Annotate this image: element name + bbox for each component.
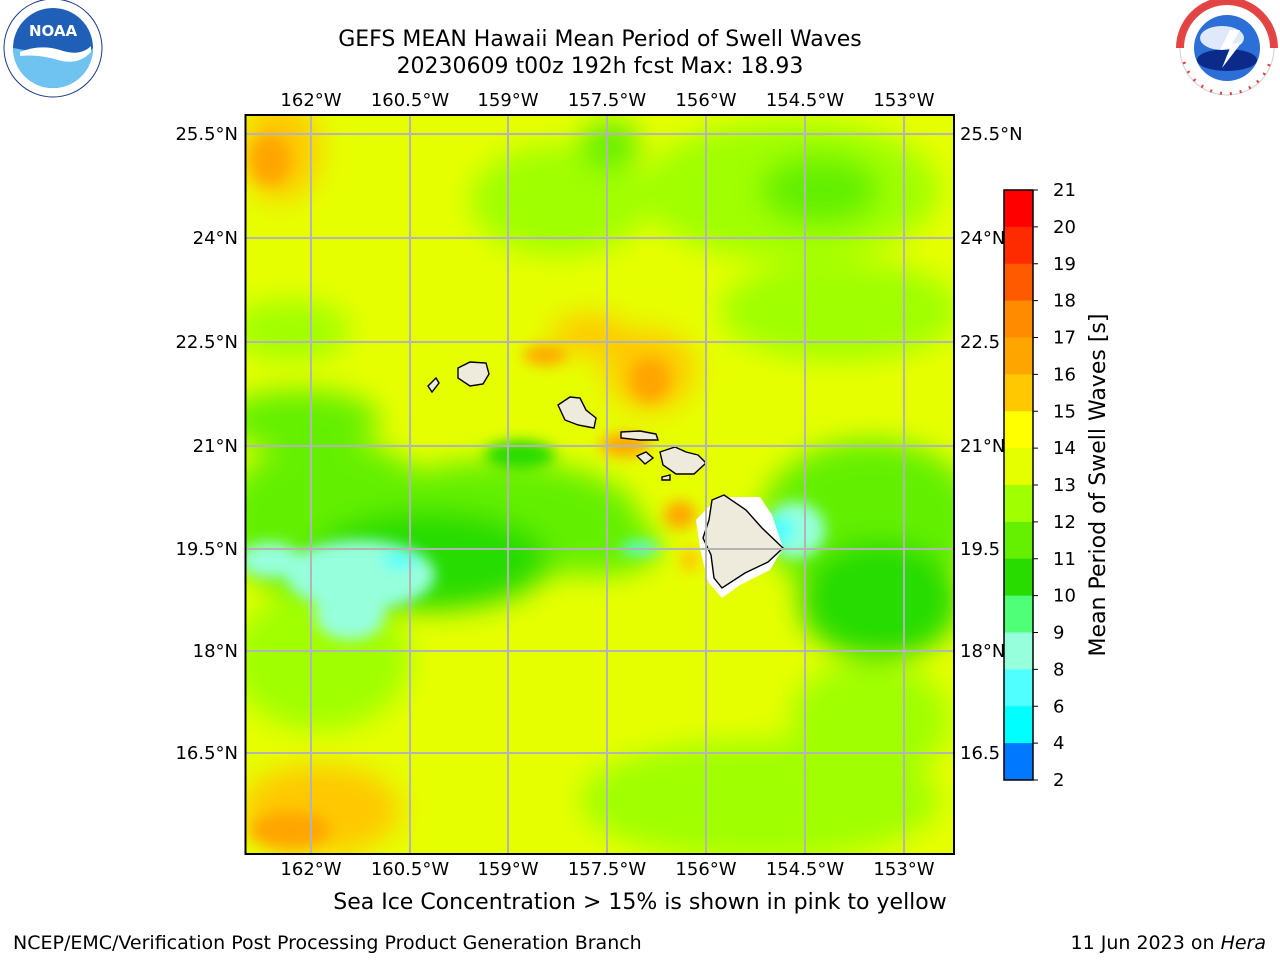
colorbar-swatch — [1004, 337, 1033, 375]
lon-label: 159°W — [477, 859, 538, 880]
colorbar-swatch — [1004, 595, 1033, 633]
lat-label: 16.5 — [960, 743, 1000, 764]
lat-label: 16.5°N — [175, 743, 238, 764]
colorbar-tick-label: 12 — [1053, 512, 1076, 533]
colorbar-swatch — [1004, 632, 1033, 670]
colorbar-tick-label: 8 — [1053, 659, 1064, 680]
lon-label: 159°W — [477, 90, 538, 111]
lon-label: 160.5°W — [371, 90, 450, 111]
swell-period-field — [246, 115, 954, 854]
gridlines — [246, 115, 954, 854]
lat-labels-left: 25.5°N 24°N 22.5°N 21°N 19.5°N 18°N 16.5… — [175, 124, 238, 764]
lat-label: 25.5°N — [960, 124, 1023, 145]
colorbar-tick-label: 18 — [1053, 291, 1076, 312]
credit-date: 11 Jun 2023 on Hera — [1071, 932, 1266, 954]
colorbar-swatch — [1004, 485, 1033, 523]
lon-label: 156°W — [675, 90, 736, 111]
colorbar-swatch — [1004, 263, 1033, 302]
kauai-island — [457, 361, 490, 387]
colorbar-swatch — [1004, 521, 1033, 560]
lat-label: 22.5 — [960, 332, 1000, 353]
noaa-logo-text: NOAA — [29, 22, 78, 40]
colorbar-tick-label: 20 — [1053, 217, 1076, 238]
colorbar-swatch — [1004, 300, 1033, 338]
lon-label: 153°W — [873, 90, 934, 111]
colorbar-swatch — [1004, 374, 1033, 412]
lon-labels-bottom: 162°W 160.5°W 159°W 157.5°W 156°W 154.5°… — [280, 859, 934, 880]
lon-label: 157.5°W — [568, 859, 647, 880]
lon-labels-top: 162°W 160.5°W 159°W 157.5°W 156°W 154.5°… — [280, 90, 934, 111]
colorbar-tick-label: 16 — [1053, 364, 1076, 385]
colorbar-tick-label: 6 — [1053, 696, 1064, 717]
chart-title: GEFS MEAN Hawaii Mean Period of Swell Wa… — [338, 27, 862, 52]
molokai-island — [620, 430, 659, 441]
lanai-island — [635, 451, 655, 465]
colorbar-tick-label: 10 — [1053, 586, 1076, 607]
oahu-island — [557, 396, 597, 429]
sea-ice-caption: Sea Ice Concentration > 15% is shown in … — [333, 890, 947, 915]
colorbar: 21 20 19 18 17 16 15 14 13 12 11 10 9 8 6 4 2 — [1003, 180, 1076, 791]
lon-label: 157.5°W — [568, 90, 647, 111]
colorbar-swatch — [1004, 226, 1033, 265]
lon-label: 162°W — [280, 90, 341, 111]
credit-date-text: 11 Jun 2023 on — [1070, 932, 1221, 954]
colorbar-swatch — [1004, 743, 1033, 781]
colorbar-swatch — [1004, 706, 1033, 744]
lat-label: 24°N — [193, 228, 238, 249]
noaa-logo: NOAA — [3, 0, 103, 98]
lon-label: 160.5°W — [371, 859, 450, 880]
map-frame — [244, 114, 955, 855]
credit-branch: NCEP/EMC/Verification Post Processing Pr… — [13, 932, 642, 954]
lon-label: 153°W — [873, 859, 934, 880]
colorbar-tick-label: 13 — [1053, 475, 1076, 496]
nws-logo — [1176, 0, 1278, 96]
colorbar-tick-label: 14 — [1053, 438, 1076, 459]
colorbar-tick-label: 11 — [1053, 549, 1076, 570]
lon-label: 154.5°W — [766, 859, 845, 880]
hawaiian-islands — [427, 361, 785, 598]
niihau-island — [427, 376, 440, 394]
lat-label: 21°N — [193, 436, 238, 457]
lon-label: 162°W — [280, 859, 341, 880]
lon-label: 156°W — [675, 859, 736, 880]
colorbar-swatch — [1004, 669, 1033, 707]
lat-label: 25.5°N — [175, 124, 238, 145]
lat-label: 19.5°N — [175, 539, 238, 560]
lat-labels-right: 25.5°N 24°N 22.5 21°N 19.5 18°N 16.5 — [960, 124, 1023, 764]
colorbar-tick-label: 15 — [1053, 401, 1076, 422]
kahoolawe-island — [661, 474, 671, 481]
colorbar-label: Mean Period of Swell Waves [s] — [1086, 314, 1111, 657]
colorbar-tick-label: 2 — [1053, 770, 1064, 791]
chart-subtitle: 20230609 t00z 192h fcst Max: 18.93 — [396, 54, 804, 79]
colorbar-swatch — [1004, 558, 1033, 597]
colorbar-swatch — [1004, 190, 1033, 228]
credit-host: Hera — [1220, 932, 1266, 954]
colorbar-swatch — [1004, 411, 1033, 449]
lat-label: 24°N — [960, 228, 1005, 249]
lat-label: 21°N — [960, 436, 1005, 457]
colorbar-tick-label: 21 — [1053, 180, 1076, 201]
lat-label: 18°N — [960, 641, 1005, 662]
colorbar-tick-label: 9 — [1053, 623, 1064, 644]
colorbar-tick-label: 17 — [1053, 328, 1076, 349]
lon-label: 154.5°W — [766, 90, 845, 111]
colorbar-tick-label: 4 — [1053, 733, 1064, 754]
lat-label: 22.5°N — [175, 332, 238, 353]
colorbar-swatch — [1004, 448, 1033, 486]
lat-label: 19.5 — [960, 539, 1000, 560]
lat-label: 18°N — [193, 641, 238, 662]
big-island — [702, 494, 785, 589]
colorbar-tick-label: 19 — [1053, 254, 1076, 275]
